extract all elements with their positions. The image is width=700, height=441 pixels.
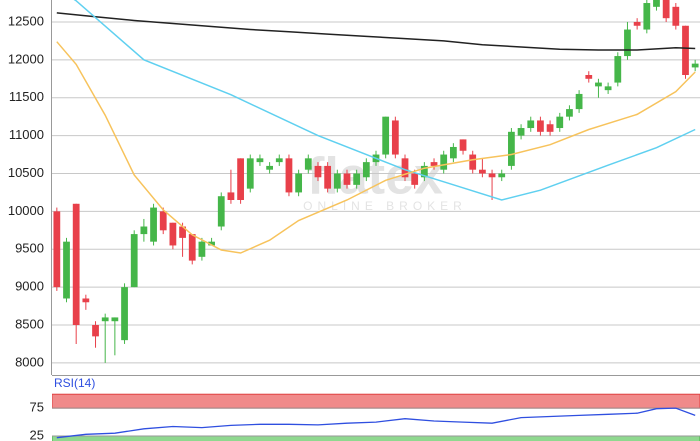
candle-body bbox=[353, 173, 361, 185]
candle-body bbox=[382, 116, 390, 155]
candle-body bbox=[304, 158, 312, 170]
candle-body bbox=[266, 165, 273, 170]
candle-body bbox=[198, 241, 206, 257]
candle-body bbox=[72, 203, 80, 325]
candle-body bbox=[614, 56, 622, 83]
rsi-zone bbox=[52, 435, 700, 441]
y-tick-label: 75 bbox=[30, 400, 44, 415]
candle-body bbox=[449, 146, 457, 159]
candle-body bbox=[208, 241, 215, 246]
y-tick-label: 10000 bbox=[8, 203, 44, 218]
candle-body bbox=[188, 234, 196, 261]
candle-body bbox=[169, 222, 177, 246]
rsi-line bbox=[56, 407, 696, 439]
candle-body bbox=[391, 120, 399, 155]
candle-body bbox=[63, 241, 70, 299]
labels: 8000 8500 9000 9500 10000 10500 11000 11500 1200… bbox=[8, 13, 44, 441]
candle-body bbox=[633, 21, 641, 26]
candle-body bbox=[420, 165, 428, 178]
candle-body bbox=[440, 154, 448, 170]
candle-body bbox=[53, 211, 61, 288]
candle-body bbox=[643, 3, 651, 30]
candle-body bbox=[411, 173, 419, 185]
y-tick-label: 9500 bbox=[15, 241, 44, 256]
y-tick-label: 25 bbox=[30, 427, 44, 441]
rsi-title: RSI(14) bbox=[54, 376, 95, 390]
y-tick-label: 11500 bbox=[9, 89, 44, 104]
candle-body bbox=[672, 6, 680, 26]
candle-body bbox=[343, 173, 351, 185]
moving-average bbox=[73, 0, 696, 201]
candle-body bbox=[111, 317, 119, 322]
rsi-zone bbox=[52, 393, 700, 409]
candle-body bbox=[566, 109, 573, 117]
candle-body bbox=[179, 226, 186, 238]
candle-body bbox=[237, 158, 244, 200]
y-tick-label: 8000 bbox=[15, 354, 44, 369]
candle-body bbox=[556, 116, 564, 129]
candle-body bbox=[362, 162, 370, 178]
candle-body bbox=[517, 128, 525, 136]
candle-body bbox=[92, 325, 99, 337]
candle-body bbox=[624, 29, 631, 57]
candle-body bbox=[682, 25, 689, 75]
candle-body bbox=[527, 120, 535, 129]
candle-body bbox=[256, 158, 264, 163]
candle-body bbox=[121, 287, 128, 341]
candle-body bbox=[140, 226, 148, 235]
candle-body bbox=[295, 173, 303, 193]
candle-body bbox=[130, 234, 138, 288]
candle-body bbox=[546, 124, 554, 132]
y-tick-label: 12000 bbox=[8, 51, 44, 66]
candle-body bbox=[537, 120, 544, 132]
main-plot bbox=[52, 0, 700, 364]
candle-body bbox=[479, 169, 486, 174]
candle-body bbox=[101, 317, 109, 322]
candle-body bbox=[691, 63, 699, 68]
candle-body bbox=[333, 173, 341, 189]
candle-body bbox=[469, 154, 477, 170]
candle-body bbox=[275, 158, 283, 163]
moving-average bbox=[56, 12, 696, 51]
y-tick-label: 10500 bbox=[8, 165, 44, 180]
candle-body bbox=[401, 158, 409, 178]
candle-body bbox=[159, 211, 167, 231]
candle-body bbox=[459, 139, 467, 151]
watermark-sub: ONLINE BROKER bbox=[303, 199, 467, 213]
candle-body bbox=[488, 173, 496, 178]
y-tick-label: 11000 bbox=[9, 127, 44, 142]
candle-body bbox=[575, 93, 583, 110]
candle-body bbox=[82, 298, 90, 303]
moving-average bbox=[56, 41, 696, 254]
candle-body bbox=[324, 165, 332, 189]
candle-body bbox=[585, 75, 593, 79]
y-tick-label: 12500 bbox=[8, 13, 44, 28]
candle-body bbox=[285, 158, 293, 193]
candle-body bbox=[508, 131, 515, 166]
candle-body bbox=[150, 207, 157, 242]
candle-body bbox=[217, 196, 225, 227]
rsi-plot bbox=[52, 393, 700, 441]
candle-body bbox=[246, 158, 254, 189]
candle-body bbox=[498, 173, 506, 178]
candle-body bbox=[653, 0, 660, 7]
candle-body bbox=[430, 162, 438, 166]
candle-body bbox=[662, 0, 670, 19]
candle-body bbox=[314, 165, 322, 178]
candle-body bbox=[227, 192, 235, 200]
y-tick-label: 9000 bbox=[15, 279, 44, 294]
y-tick-label: 8500 bbox=[15, 316, 44, 331]
candle-body bbox=[604, 86, 612, 91]
candle-body bbox=[595, 82, 602, 87]
